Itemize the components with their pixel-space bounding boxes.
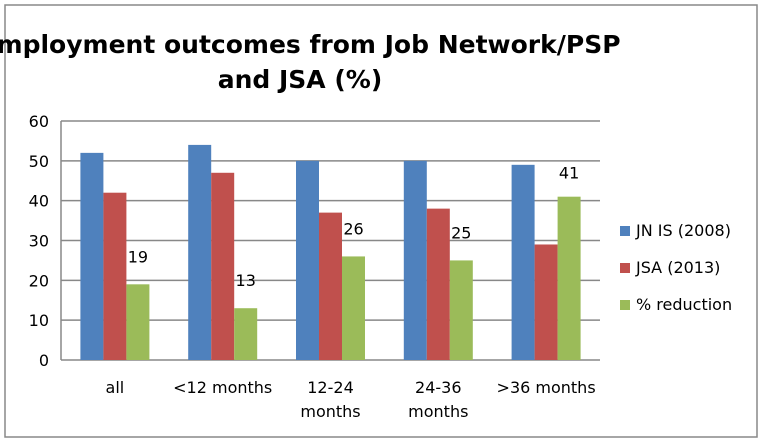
chart-title-line-1: Employment outcomes from Job Network/PSP (0, 30, 621, 59)
x-tick-label: months (300, 402, 360, 421)
data-label: 26 (343, 219, 363, 238)
bar--reduction (342, 256, 365, 360)
y-tick-label: 30 (29, 232, 49, 251)
bar-jn-is-2008- (511, 164, 535, 360)
bar-jn-is-2008- (80, 152, 104, 360)
legend-label: % reduction (636, 295, 732, 314)
chart-title-line-2: and JSA (%) (218, 65, 383, 94)
x-tick-label: <12 months (173, 378, 272, 397)
x-tick-label: >36 months (497, 378, 596, 397)
y-tick-label: 40 (29, 192, 49, 211)
data-label: 41 (559, 164, 579, 183)
bar-jsa-2013- (103, 192, 127, 360)
bar--reduction (234, 308, 258, 360)
y-tick-label: 60 (29, 112, 49, 131)
y-tick-label: 50 (29, 152, 49, 171)
legend-label: JN IS (2008) (635, 221, 731, 240)
bar-jsa-2013- (211, 172, 235, 360)
bar--reduction (557, 196, 581, 360)
bar-jsa-2013- (426, 208, 450, 360)
legend-label: JSA (2013) (635, 258, 720, 277)
bar--reduction (126, 284, 150, 360)
legend-swatch (620, 300, 630, 310)
bar-jsa-2013- (319, 212, 342, 360)
legend-swatch (620, 226, 630, 236)
y-tick-label: 0 (39, 351, 49, 370)
data-label: 13 (236, 271, 256, 290)
bar-jn-is-2008- (188, 144, 212, 360)
bar-jn-is-2008- (296, 160, 319, 360)
data-label: 25 (451, 223, 471, 242)
legend-swatch (620, 263, 630, 273)
x-tick-label: 24-36 (415, 378, 462, 397)
x-tick-label: 12-24 (307, 378, 354, 397)
data-label: 19 (128, 247, 148, 266)
bar--reduction (449, 260, 473, 360)
bar-jn-is-2008- (403, 160, 427, 360)
bar-jsa-2013- (534, 244, 558, 360)
y-tick-label: 20 (29, 271, 49, 290)
y-tick-label: 10 (29, 311, 49, 330)
chart-border (4, 4, 758, 438)
x-tick-label: all (106, 378, 125, 397)
x-tick-label: months (408, 402, 468, 421)
